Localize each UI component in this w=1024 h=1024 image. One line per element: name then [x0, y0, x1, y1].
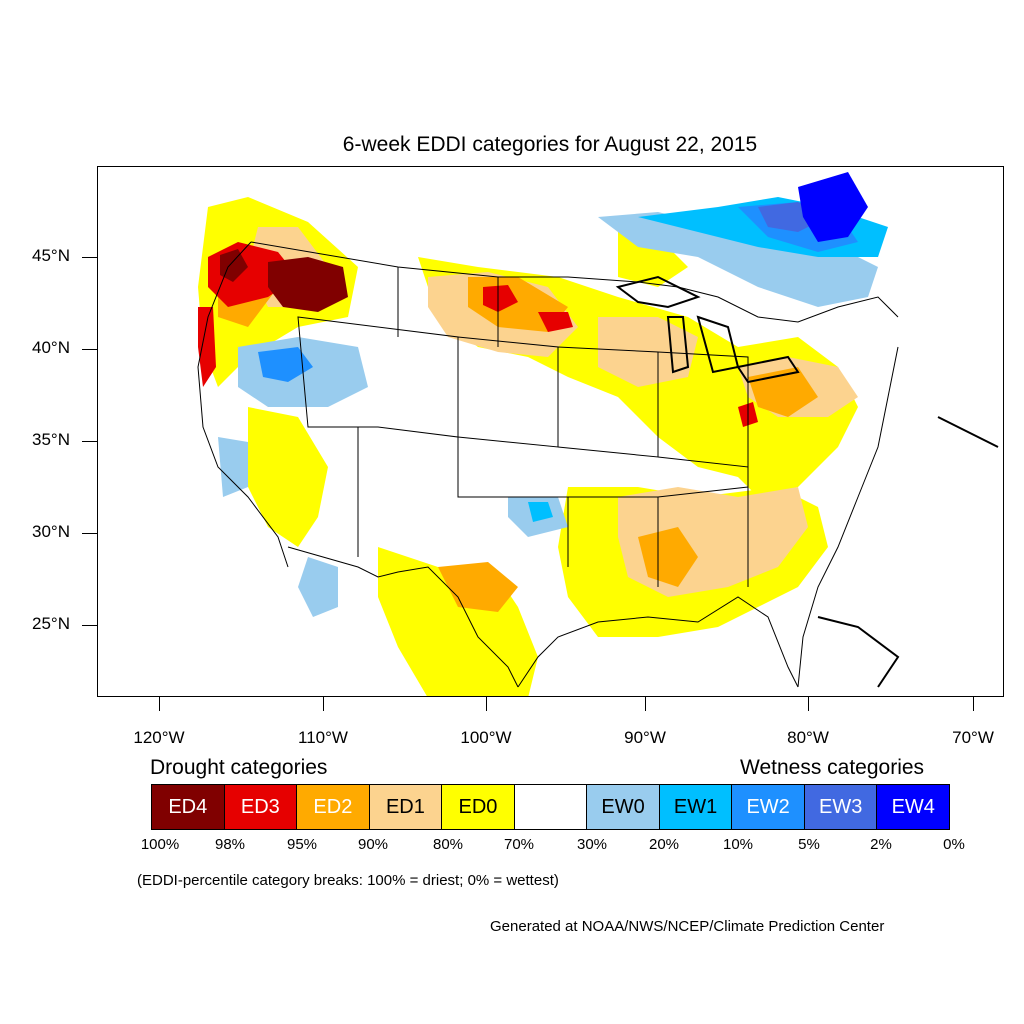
lon-tick-100 — [486, 697, 487, 711]
category-legend: ED4 ED3 ED2 ED1 ED0 EW0 EW1 EW2 EW3 EW4 — [151, 784, 950, 830]
lat-tick-30 — [82, 533, 97, 534]
lat-label-45: 45°N — [32, 246, 70, 265]
lon-tick-90 — [645, 697, 646, 711]
legend-box-ew0: EW0 — [587, 785, 660, 829]
legend-box-ew2: EW2 — [732, 785, 805, 829]
map-canvas — [197, 172, 999, 696]
lon-label-100: 100°W — [460, 728, 512, 747]
pct-label-2: 2% — [870, 836, 892, 853]
pct-label-70: 70% — [503, 836, 535, 853]
lat-tick-35 — [82, 441, 97, 442]
lon-label-80: 80°W — [787, 728, 829, 747]
pct-label-98: 98% — [214, 836, 246, 853]
pct-label-10: 10% — [722, 836, 754, 853]
legend-box-ew1: EW1 — [659, 785, 733, 829]
lon-label-120: 120°W — [133, 728, 185, 747]
lon-tick-120 — [159, 697, 160, 711]
pct-label-20: 20% — [648, 836, 680, 853]
legend-box-neutral — [514, 785, 588, 829]
credit-line: Generated at NOAA/NWS/NCEP/Climate Predi… — [490, 918, 885, 935]
lat-label-25: 25°N — [32, 614, 70, 633]
ed4-regions — [220, 249, 348, 312]
lat-label-40: 40°N — [32, 338, 70, 357]
boundaries — [197, 241, 899, 688]
eddi-map — [97, 166, 1004, 697]
legend-box-ed4: ED4 — [152, 785, 225, 829]
legend-box-ed1: ED1 — [369, 785, 443, 829]
lon-label-110: 110°W — [298, 728, 348, 747]
lat-label-30: 30°N — [32, 522, 70, 541]
lon-tick-70 — [973, 697, 974, 711]
lon-tick-110 — [323, 697, 324, 711]
map-title: 6-week EDDI categories for August 22, 20… — [342, 133, 758, 156]
category-note: (EDDI-percentile category breaks: 100% =… — [137, 872, 559, 889]
lon-label-90: 90°W — [624, 728, 666, 747]
pct-label-80: 80% — [432, 836, 464, 853]
pct-label-100: 100% — [140, 836, 180, 853]
pct-label-30: 30% — [576, 836, 608, 853]
legend-box-ew3: EW3 — [804, 785, 878, 829]
lat-label-35: 35°N — [32, 430, 70, 449]
wetness-heading: Wetness categories — [740, 756, 925, 779]
pct-label-5: 5% — [798, 836, 820, 853]
lat-tick-45 — [82, 257, 97, 258]
lat-tick-25 — [82, 625, 97, 626]
lon-label-70: 70°W — [952, 728, 994, 747]
great-lakes — [615, 275, 999, 688]
lat-tick-40 — [82, 349, 97, 350]
legend-box-ed2: ED2 — [297, 785, 370, 829]
drought-heading: Drought categories — [150, 756, 328, 779]
lon-tick-80 — [808, 697, 809, 711]
legend-box-ed3: ED3 — [224, 785, 298, 829]
legend-box-ew4: EW4 — [877, 785, 950, 829]
pct-label-0: 0% — [943, 836, 965, 853]
legend-box-ed0: ED0 — [442, 785, 515, 829]
pct-label-90: 90% — [357, 836, 389, 853]
ew4-regions — [798, 172, 868, 242]
pct-label-95: 95% — [286, 836, 318, 853]
